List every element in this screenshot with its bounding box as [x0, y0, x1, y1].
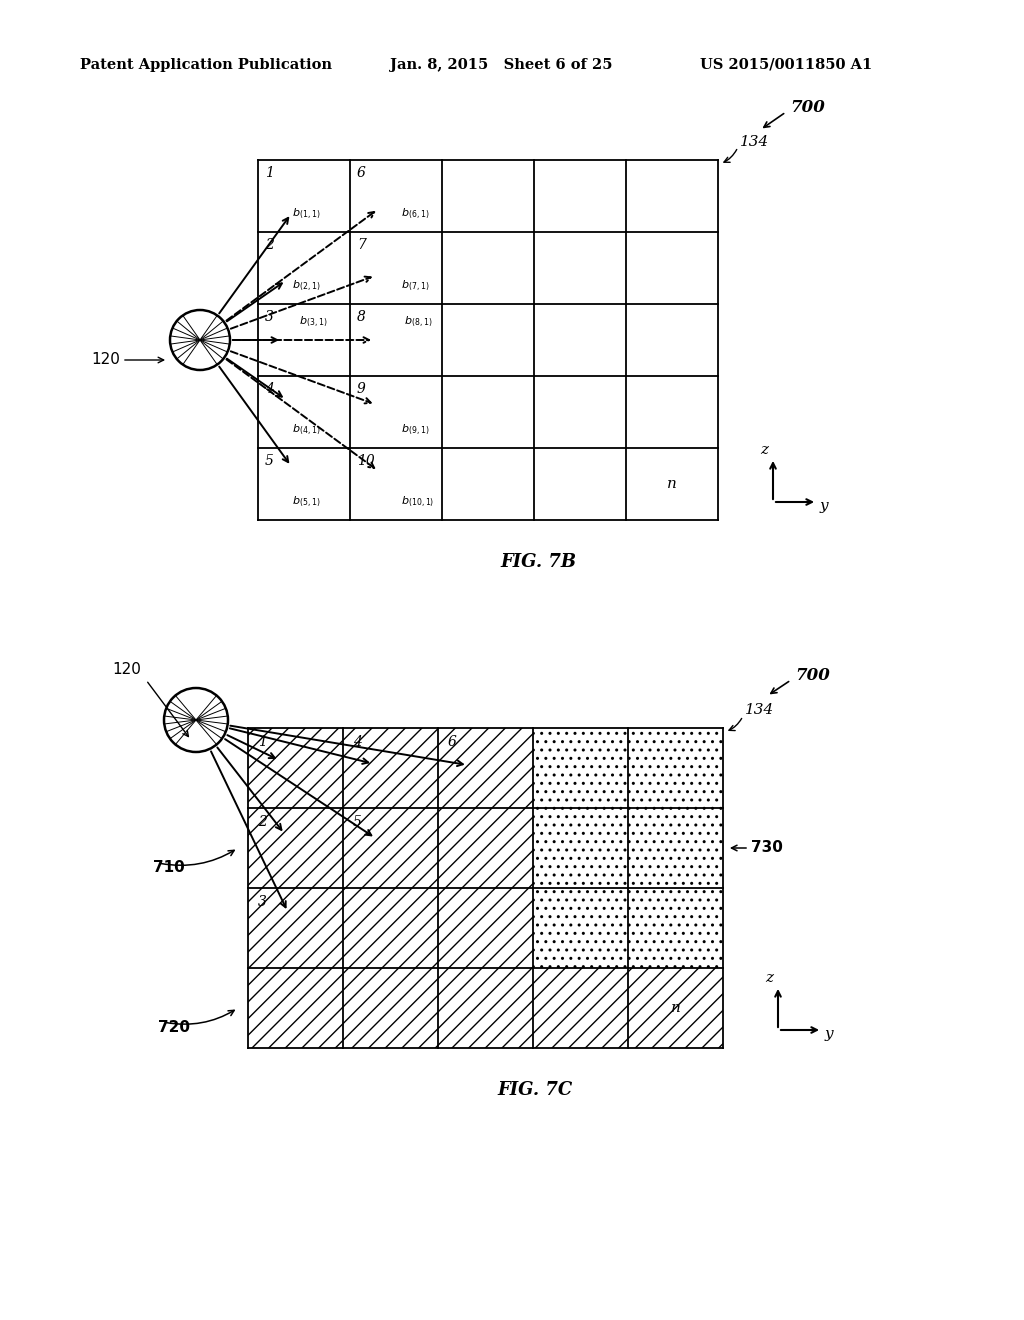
Text: 9: 9 — [357, 381, 366, 396]
Text: US 2015/0011850 A1: US 2015/0011850 A1 — [700, 58, 872, 73]
Text: 120: 120 — [91, 352, 120, 367]
Text: 700: 700 — [790, 99, 825, 116]
Text: 4: 4 — [353, 735, 361, 748]
Text: n: n — [667, 477, 677, 491]
Text: 5: 5 — [265, 454, 273, 469]
Text: 6: 6 — [449, 735, 457, 748]
Text: $b_{(4,1)}$: $b_{(4,1)}$ — [292, 422, 321, 437]
Text: $b_{(10,1)}$: $b_{(10,1)}$ — [401, 495, 434, 510]
Text: $b_{(9,1)}$: $b_{(9,1)}$ — [401, 422, 429, 437]
Text: 134: 134 — [740, 135, 769, 149]
Text: n: n — [671, 1001, 680, 1015]
Text: 720: 720 — [158, 1020, 190, 1035]
Text: 3: 3 — [258, 895, 267, 909]
Text: 134: 134 — [745, 704, 774, 717]
Text: FIG. 7C: FIG. 7C — [498, 1081, 573, 1100]
Bar — [534, 729, 723, 968]
Text: 1: 1 — [265, 166, 273, 180]
Text: $b_{(6,1)}$: $b_{(6,1)}$ — [401, 207, 429, 222]
Text: 1: 1 — [258, 735, 267, 748]
Text: $b_{(1,1)}$: $b_{(1,1)}$ — [292, 207, 321, 222]
Text: y: y — [825, 1027, 834, 1041]
Text: 7: 7 — [357, 238, 366, 252]
Text: $b_{(2,1)}$: $b_{(2,1)}$ — [292, 279, 321, 293]
Bar — [248, 729, 534, 968]
Text: $b_{(7,1)}$: $b_{(7,1)}$ — [401, 279, 429, 293]
Text: 2: 2 — [258, 814, 267, 829]
Text: z: z — [760, 444, 768, 457]
Text: $b_{(3,1)}$: $b_{(3,1)}$ — [299, 314, 328, 329]
Text: 730: 730 — [751, 841, 783, 855]
Text: 710: 710 — [153, 861, 184, 875]
Text: 3: 3 — [265, 310, 273, 323]
Text: 8: 8 — [357, 310, 366, 323]
Text: $b_{(5,1)}$: $b_{(5,1)}$ — [292, 495, 321, 510]
Text: 120: 120 — [112, 663, 141, 677]
Text: 4: 4 — [265, 381, 273, 396]
Text: 5: 5 — [353, 814, 361, 829]
Text: 2: 2 — [265, 238, 273, 252]
Text: 6: 6 — [357, 166, 366, 180]
Text: FIG. 7B: FIG. 7B — [500, 553, 577, 572]
Text: Patent Application Publication: Patent Application Publication — [80, 58, 332, 73]
Text: z: z — [765, 972, 773, 985]
Text: 10: 10 — [357, 454, 375, 469]
Text: 700: 700 — [795, 668, 829, 685]
Bar — [248, 968, 723, 1048]
Text: Jan. 8, 2015   Sheet 6 of 25: Jan. 8, 2015 Sheet 6 of 25 — [390, 58, 612, 73]
Text: $b_{(8,1)}$: $b_{(8,1)}$ — [404, 314, 432, 329]
Text: y: y — [820, 499, 828, 513]
